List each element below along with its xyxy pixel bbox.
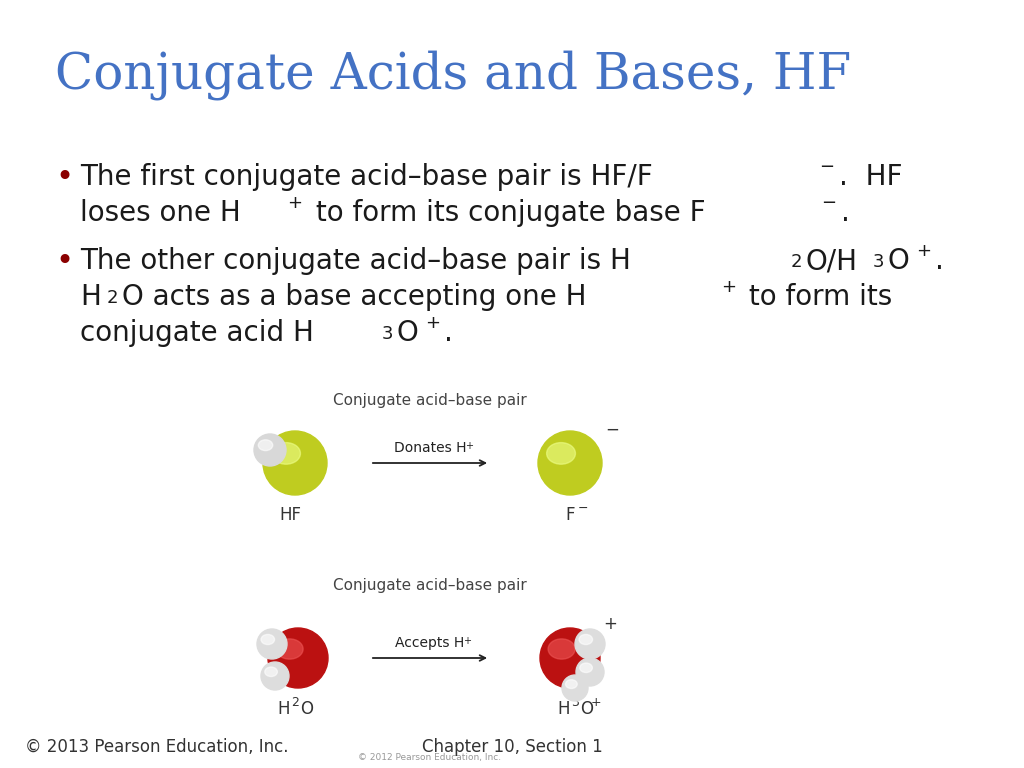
Text: O: O [580,700,593,718]
Text: O: O [396,319,419,347]
Text: conjugate acid H: conjugate acid H [80,319,314,347]
Text: The other conjugate acid–base pair is H: The other conjugate acid–base pair is H [80,247,631,275]
Text: O: O [300,700,313,718]
Text: loses one H: loses one H [80,199,241,227]
Text: •: • [55,247,73,276]
Ellipse shape [565,680,578,688]
Ellipse shape [261,634,274,644]
Text: 2: 2 [291,696,299,709]
Ellipse shape [258,440,272,451]
Ellipse shape [580,663,592,673]
Ellipse shape [276,639,303,659]
Circle shape [263,431,327,495]
Text: Conjugate acid–base pair: Conjugate acid–base pair [333,393,527,408]
Text: H: H [278,700,290,718]
Text: Conjugate Acids and Bases, HF: Conjugate Acids and Bases, HF [55,50,851,100]
Circle shape [562,675,588,701]
Text: +: + [915,242,931,260]
Text: +: + [591,696,602,709]
Text: .: . [841,199,850,227]
Circle shape [257,629,287,659]
Ellipse shape [271,442,300,464]
Text: © 2012 Pearson Education, Inc.: © 2012 Pearson Education, Inc. [358,753,502,762]
Text: +: + [463,636,471,646]
Circle shape [268,628,328,688]
Text: Accepts H: Accepts H [395,636,465,650]
Text: •: • [55,163,73,192]
Text: +: + [721,278,736,296]
Text: O acts as a base accepting one H: O acts as a base accepting one H [122,283,587,311]
Text: HF: HF [279,506,301,524]
Circle shape [538,431,602,495]
Circle shape [261,662,289,690]
Text: +: + [288,194,302,212]
Text: F: F [565,506,574,524]
Text: H: H [80,283,101,311]
Text: The first conjugate acid–base pair is HF/F: The first conjugate acid–base pair is HF… [80,163,652,191]
Text: to form its: to form its [740,283,893,311]
Text: 3: 3 [872,253,885,271]
Text: +: + [603,615,616,633]
Text: H: H [557,700,570,718]
Text: .: . [935,247,944,275]
Text: to form its conjugate base F: to form its conjugate base F [307,199,706,227]
Text: O: O [888,247,909,275]
Text: −: − [605,421,618,439]
Text: −: − [819,158,835,176]
Ellipse shape [265,667,278,677]
Ellipse shape [579,634,593,644]
Circle shape [254,434,286,466]
Text: 3: 3 [571,696,579,709]
Text: .  HF: . HF [839,163,902,191]
Text: −: − [821,194,837,212]
Text: Chapter 10, Section 1: Chapter 10, Section 1 [422,738,602,756]
Text: © 2013 Pearson Education, Inc.: © 2013 Pearson Education, Inc. [25,738,289,756]
Text: +: + [465,441,473,451]
Text: .: . [444,319,453,347]
Ellipse shape [548,639,575,659]
Text: 2: 2 [106,289,119,307]
Circle shape [575,629,605,659]
Circle shape [540,628,600,688]
Text: +: + [425,314,439,332]
Circle shape [575,658,604,686]
Text: −: − [578,502,589,515]
Text: 3: 3 [382,325,393,343]
Text: Donates H: Donates H [394,441,466,455]
Text: 2: 2 [791,253,803,271]
Ellipse shape [547,442,575,464]
Text: Conjugate acid–base pair: Conjugate acid–base pair [333,578,527,593]
Text: O/H: O/H [806,247,858,275]
